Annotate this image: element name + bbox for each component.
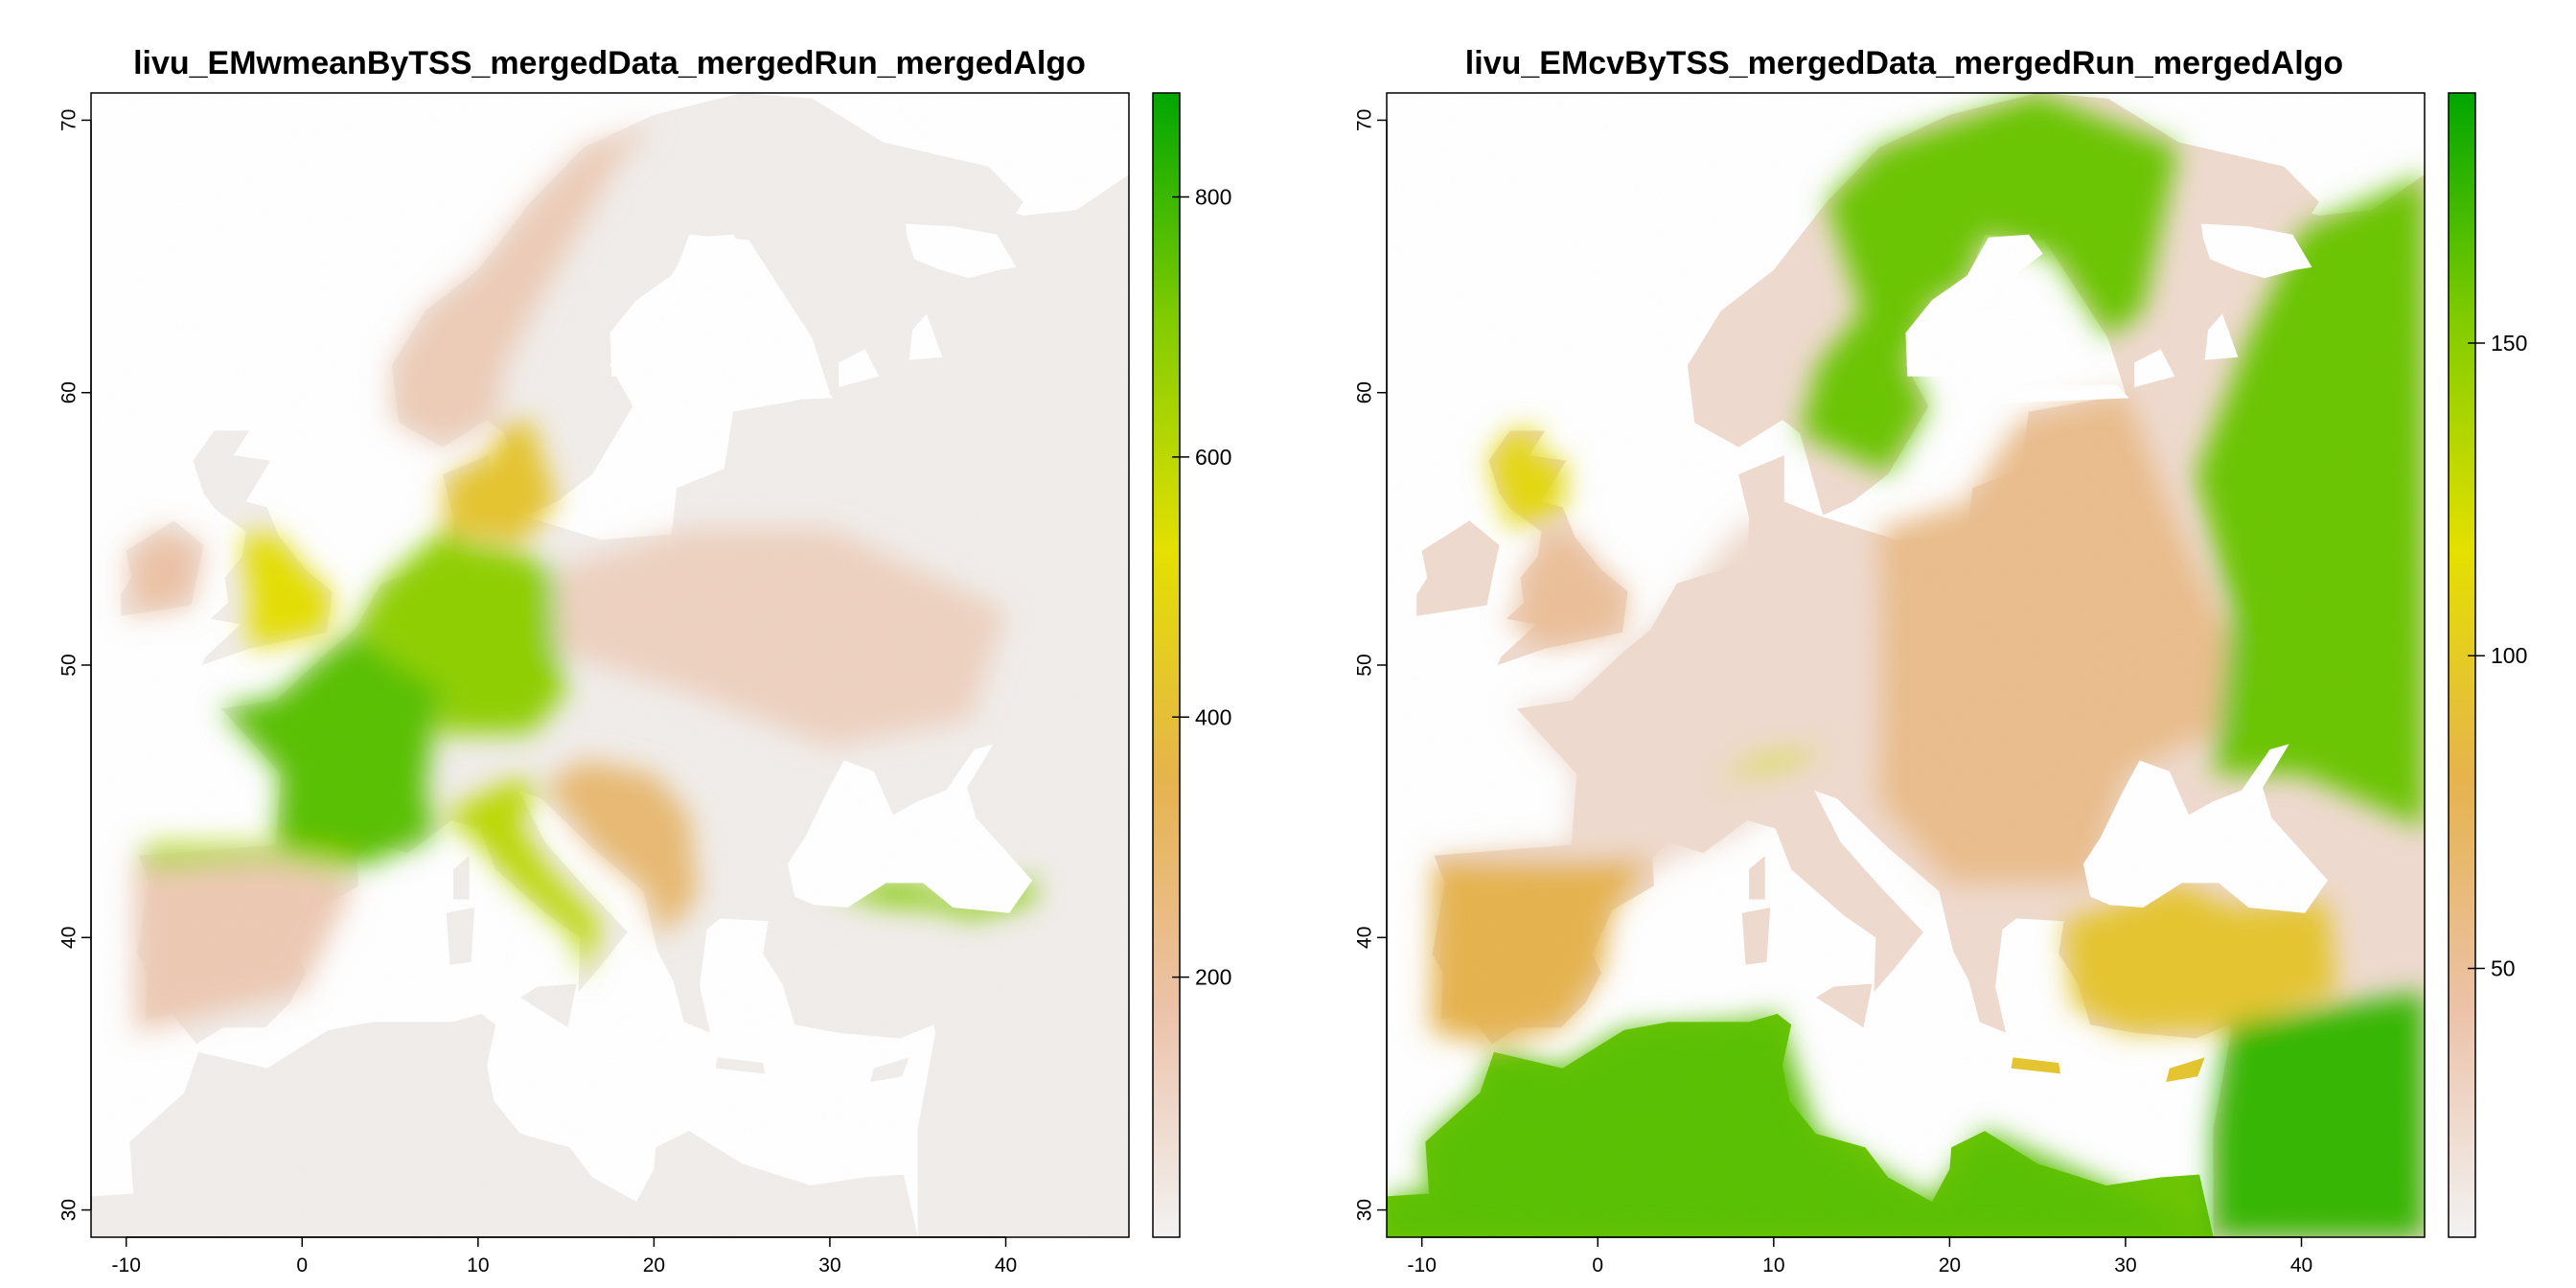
x-tick-label: -10 — [1408, 1254, 1437, 1276]
x-tick-label: 30 — [818, 1254, 840, 1276]
y-axis: 30 40 50 60 70 — [1354, 109, 1388, 1221]
raster — [91, 93, 1129, 1237]
y-tick-label: 50 — [1354, 654, 1376, 676]
x-tick-label: 40 — [2290, 1254, 2312, 1276]
x-tick-label: 30 — [2114, 1254, 2136, 1276]
y-tick-label: 40 — [58, 927, 80, 949]
colorbar: 200 400 600 800 — [1152, 92, 1231, 1238]
y-tick-label: 30 — [58, 1199, 80, 1221]
x-tick-label: 20 — [1939, 1254, 1961, 1276]
x-tick-label: 10 — [467, 1254, 489, 1276]
y-tick-label: 60 — [58, 381, 80, 403]
x-tick-label: 20 — [643, 1254, 665, 1276]
raster-area — [1387, 93, 2425, 1237]
map-panel-wmean: livu_EMwmeanByTSS_mergedData_mergedRun_m… — [58, 45, 1232, 1276]
raster-texture — [1387, 93, 2425, 1237]
y-axis: 30 40 50 60 70 — [58, 109, 92, 1221]
colorbar: 50 100 150 — [2448, 92, 2527, 1238]
colorbar-tick-label: 100 — [2491, 643, 2527, 668]
y-tick-label: 70 — [58, 109, 80, 131]
colorbar-tick-label: 50 — [2491, 955, 2516, 980]
y-tick-label: 40 — [1354, 927, 1376, 949]
colorbar-tick-label: 200 — [1195, 965, 1231, 990]
y-tick-label: 30 — [1354, 1199, 1376, 1221]
raster — [1387, 93, 2425, 1237]
raster-texture — [91, 93, 1129, 1237]
x-tick-label: 40 — [995, 1254, 1017, 1276]
raster-area — [91, 93, 1129, 1237]
colorbar-tick-label: 800 — [1195, 185, 1231, 210]
colorbar-tick-label: 150 — [2491, 331, 2527, 356]
colorbar-ramp — [2448, 92, 2476, 1238]
colorbar-ramp — [1152, 92, 1181, 1238]
x-tick-label: 0 — [1592, 1254, 1603, 1276]
colorbar-tick-label: 600 — [1195, 445, 1231, 470]
y-tick-label: 50 — [58, 654, 80, 676]
x-axis: -10 0 10 20 30 40 — [112, 1236, 1017, 1276]
y-tick-label: 60 — [1354, 381, 1376, 403]
x-tick-label: 0 — [296, 1254, 308, 1276]
map-title: livu_EMcvByTSS_mergedData_mergedRun_merg… — [1465, 45, 2343, 81]
map-panel-cv: livu_EMcvByTSS_mergedData_mergedRun_merg… — [1354, 45, 2528, 1276]
x-tick-label: 10 — [1762, 1254, 1784, 1276]
colorbar-tick-label: 400 — [1195, 704, 1231, 729]
map-title: livu_EMwmeanByTSS_mergedData_mergedRun_m… — [133, 45, 1086, 81]
x-axis: -10 0 10 20 30 40 — [1408, 1236, 2312, 1276]
x-tick-label: -10 — [112, 1254, 141, 1276]
y-tick-label: 70 — [1354, 109, 1376, 131]
